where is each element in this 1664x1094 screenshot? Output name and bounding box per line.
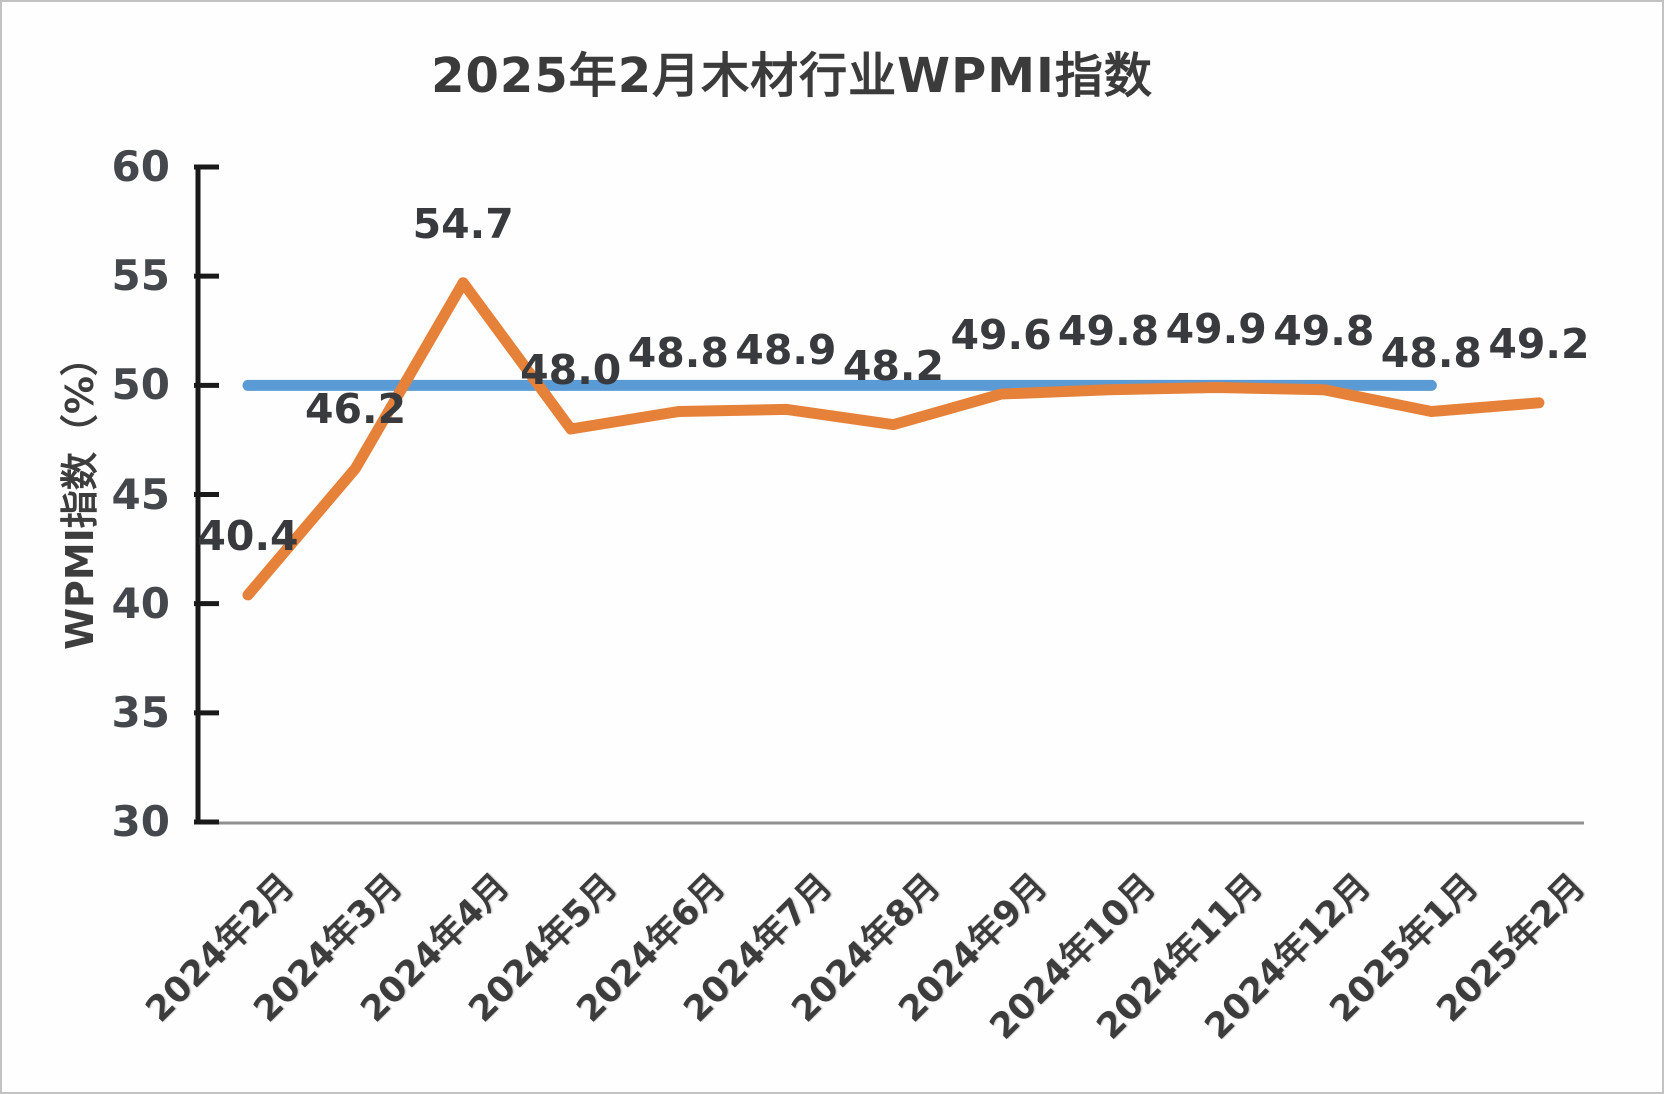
y-tick-label: 55: [111, 251, 170, 301]
y-tick-label: 60: [111, 142, 170, 191]
data-label: 49.6: [950, 311, 1052, 360]
y-tick-label: 45: [111, 469, 170, 519]
data-label: 48.2: [842, 341, 945, 390]
data-label: 40.4: [197, 511, 299, 560]
data-label: 46.2: [304, 385, 407, 434]
data-label: 49.9: [1165, 304, 1267, 353]
data-label: 54.7: [412, 199, 514, 248]
data-label: 48.8: [627, 328, 729, 377]
data-label: 49.8: [1273, 306, 1375, 355]
data-label: 48.8: [1380, 328, 1482, 377]
data-label: 49.8: [1058, 306, 1160, 355]
data-label: 48.9: [735, 326, 837, 375]
data-label: 49.2: [1488, 319, 1590, 368]
y-tick-label: 50: [111, 360, 170, 410]
chart-title: 2025年2月木材行业WPMI指数: [431, 48, 1153, 104]
y-tick-label: 40: [111, 578, 170, 628]
data-label: 48.0: [520, 346, 622, 394]
y-tick-label: 30: [111, 797, 170, 846]
y-tick-label: 35: [111, 687, 170, 737]
wpmi-series-line: [242, 277, 1545, 601]
